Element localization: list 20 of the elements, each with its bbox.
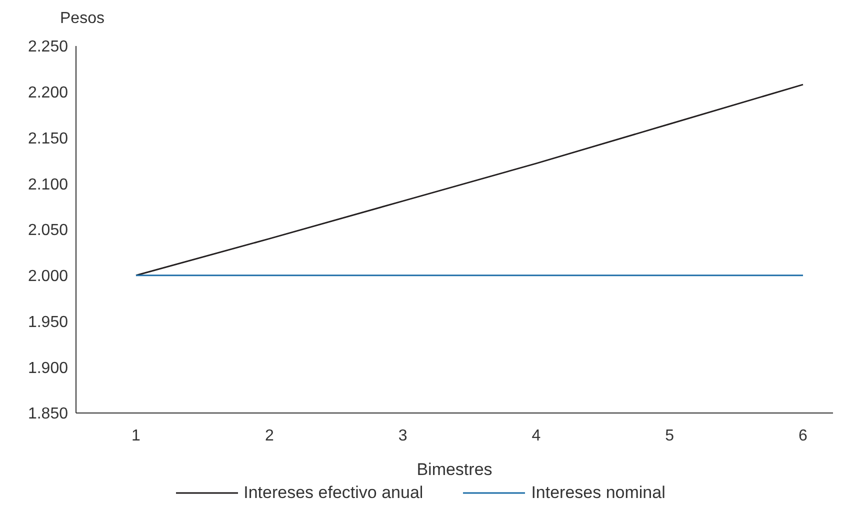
y-tick-label: 2.050 <box>28 222 68 240</box>
y-tick-label: 2.200 <box>28 84 68 102</box>
x-tick-label: 4 <box>532 427 541 444</box>
x-tick-label: 1 <box>132 427 141 444</box>
y-tick-label: 2.100 <box>28 176 68 194</box>
y-tick-label: 1.850 <box>28 406 68 423</box>
x-tick-label: 5 <box>665 427 674 444</box>
y-tick-label: 2.150 <box>28 130 68 148</box>
x-tick-label: 6 <box>798 427 808 444</box>
y-axis-title: Pesos <box>60 10 104 28</box>
x-tick-label: 3 <box>398 427 408 444</box>
line-series <box>135 84 804 276</box>
legend-label: Intereses nominal <box>530 483 666 503</box>
y-tick-label: 1.900 <box>28 360 68 377</box>
x-axis-title: Bimestres <box>416 460 492 479</box>
x-tick-label: 2 <box>264 427 274 444</box>
y-tick-label: 2.250 <box>28 38 68 56</box>
y-tick-label: 2.000 <box>28 268 68 286</box>
legend-label: Intereses efectivo anual <box>242 483 424 503</box>
y-tick-label: 1.950 <box>28 314 68 331</box>
